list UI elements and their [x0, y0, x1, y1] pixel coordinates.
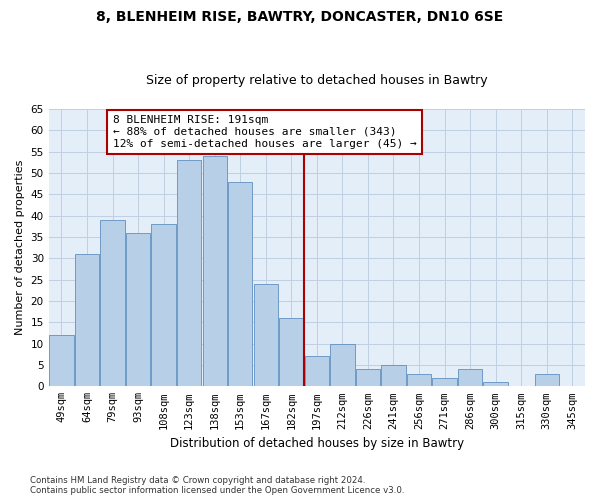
Title: Size of property relative to detached houses in Bawtry: Size of property relative to detached ho…: [146, 74, 488, 87]
Bar: [484, 382, 508, 386]
Y-axis label: Number of detached properties: Number of detached properties: [15, 160, 25, 336]
Bar: [535, 374, 559, 386]
X-axis label: Distribution of detached houses by size in Bawtry: Distribution of detached houses by size …: [170, 437, 464, 450]
Text: 8 BLENHEIM RISE: 191sqm
← 88% of detached houses are smaller (343)
12% of semi-d: 8 BLENHEIM RISE: 191sqm ← 88% of detache…: [113, 116, 416, 148]
Bar: [75, 254, 99, 386]
Text: Contains HM Land Registry data © Crown copyright and database right 2024.
Contai: Contains HM Land Registry data © Crown c…: [30, 476, 404, 495]
Text: 8, BLENHEIM RISE, BAWTRY, DONCASTER, DN10 6SE: 8, BLENHEIM RISE, BAWTRY, DONCASTER, DN1…: [97, 10, 503, 24]
Bar: [458, 369, 482, 386]
Bar: [382, 365, 406, 386]
Bar: [279, 318, 304, 386]
Bar: [228, 182, 253, 386]
Bar: [305, 356, 329, 386]
Bar: [254, 284, 278, 386]
Bar: [100, 220, 125, 386]
Bar: [203, 156, 227, 386]
Bar: [356, 369, 380, 386]
Bar: [407, 374, 431, 386]
Bar: [49, 335, 74, 386]
Bar: [330, 344, 355, 386]
Bar: [151, 224, 176, 386]
Bar: [433, 378, 457, 386]
Bar: [177, 160, 201, 386]
Bar: [126, 232, 150, 386]
